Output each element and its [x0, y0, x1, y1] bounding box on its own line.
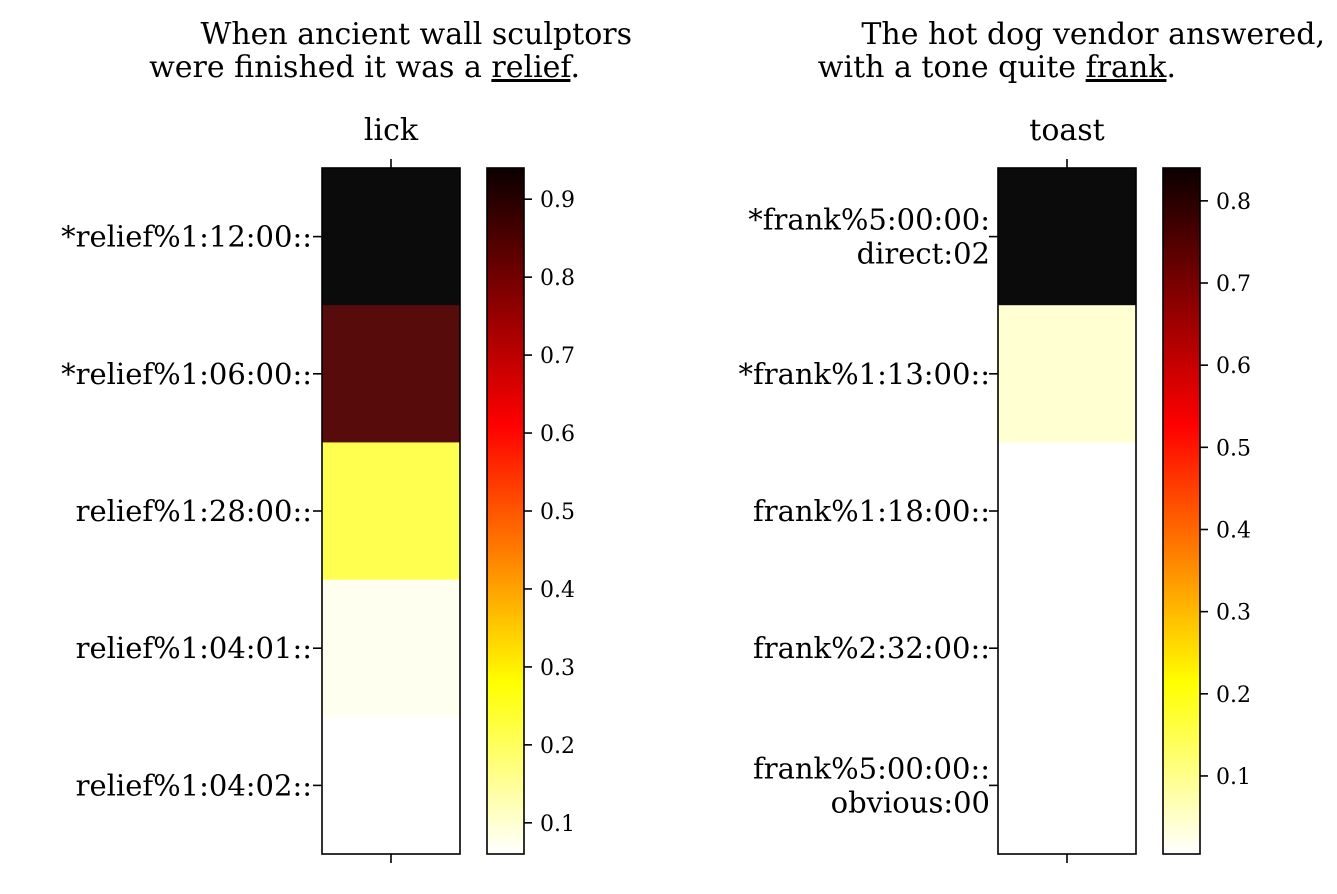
colorbar-tick-label: 0.3: [1216, 601, 1251, 626]
heatmap-cell: [322, 168, 460, 306]
column-label: lick: [364, 113, 419, 148]
heatmap-cell: [998, 716, 1136, 855]
colorbar-tick-label: 0.3: [540, 656, 575, 681]
title-prefix: with a tone quite: [818, 50, 1086, 85]
row-label: frank%2:32:00::: [753, 631, 990, 665]
heatmap-cell: [998, 168, 1136, 306]
colorbar-tick-label: 0.7: [540, 344, 575, 369]
colorbar-tick-label: 0.6: [1216, 354, 1251, 379]
title-keyword: relief: [491, 50, 573, 85]
colorbar: [1163, 168, 1200, 854]
row-label: direct:02: [857, 237, 990, 271]
colorbar-tick-label: 0.4: [1216, 518, 1251, 543]
heatmap-frame: [997, 167, 1137, 855]
title-suffix: .: [570, 50, 580, 85]
heatmap-cell: [322, 716, 460, 855]
colorbar-tick-label: 0.2: [1216, 683, 1251, 708]
heatmap-frame: [321, 167, 461, 855]
colorbar-tick-label: 0.1: [540, 812, 575, 837]
row-label: frank%1:18:00::: [753, 494, 990, 528]
row-label: obvious:00: [831, 785, 990, 819]
panel-title-line-2: with a tone quite frank.: [818, 50, 1176, 85]
heatmap-cell: [998, 579, 1136, 718]
heatmap-cell: [322, 442, 460, 581]
panel-title-line-1: When ancient wall sculptors: [201, 17, 633, 52]
heatmap-cell: [998, 442, 1136, 581]
colorbar-tick-label: 0.2: [540, 734, 575, 759]
colorbar-tick-label: 0.8: [1216, 190, 1251, 215]
row-label: relief%1:04:02::: [76, 768, 312, 802]
colorbar-tick-label: 0.8: [540, 266, 575, 291]
heatmap-cell: [322, 579, 460, 718]
row-label: *relief%1:06:00::: [61, 357, 312, 391]
row-label: *frank%1:13:00::: [738, 357, 990, 391]
heatmap-cell: [998, 305, 1136, 443]
colorbar-tick-label: 0.4: [540, 578, 575, 603]
colorbar-frame: [1162, 167, 1201, 855]
heatmap-cell: [322, 305, 460, 443]
colorbar-tick-label: 0.9: [540, 188, 575, 213]
title-suffix: .: [1166, 50, 1176, 85]
title-prefix: were finished it was a: [149, 50, 491, 85]
colorbar: [487, 168, 524, 854]
colorbar-tick-label: 0.7: [1216, 272, 1251, 297]
column-label: toast: [1029, 113, 1104, 148]
row-label: frank%5:00:00::: [753, 751, 990, 785]
row-label: *frank%5:00:00:: [748, 203, 990, 237]
colorbar-tick-label: 0.6: [540, 422, 575, 447]
title-keyword: frank: [1086, 50, 1168, 85]
panel-title-line-1: The hot dog vendor answered,: [861, 17, 1325, 52]
row-label: *relief%1:12:00::: [61, 220, 312, 254]
colorbar-tick-label: 0.1: [1216, 765, 1251, 790]
row-label: relief%1:04:01::: [76, 631, 312, 665]
heatmap-panel-2: The hot dog vendor answered,with a tone …: [738, 17, 1325, 863]
row-label: relief%1:28:00::: [76, 494, 312, 528]
colorbar-tick-label: 0.5: [540, 500, 575, 525]
colorbar-tick-label: 0.5: [1216, 436, 1251, 461]
panel-title-line-2: were finished it was a relief.: [149, 50, 580, 85]
